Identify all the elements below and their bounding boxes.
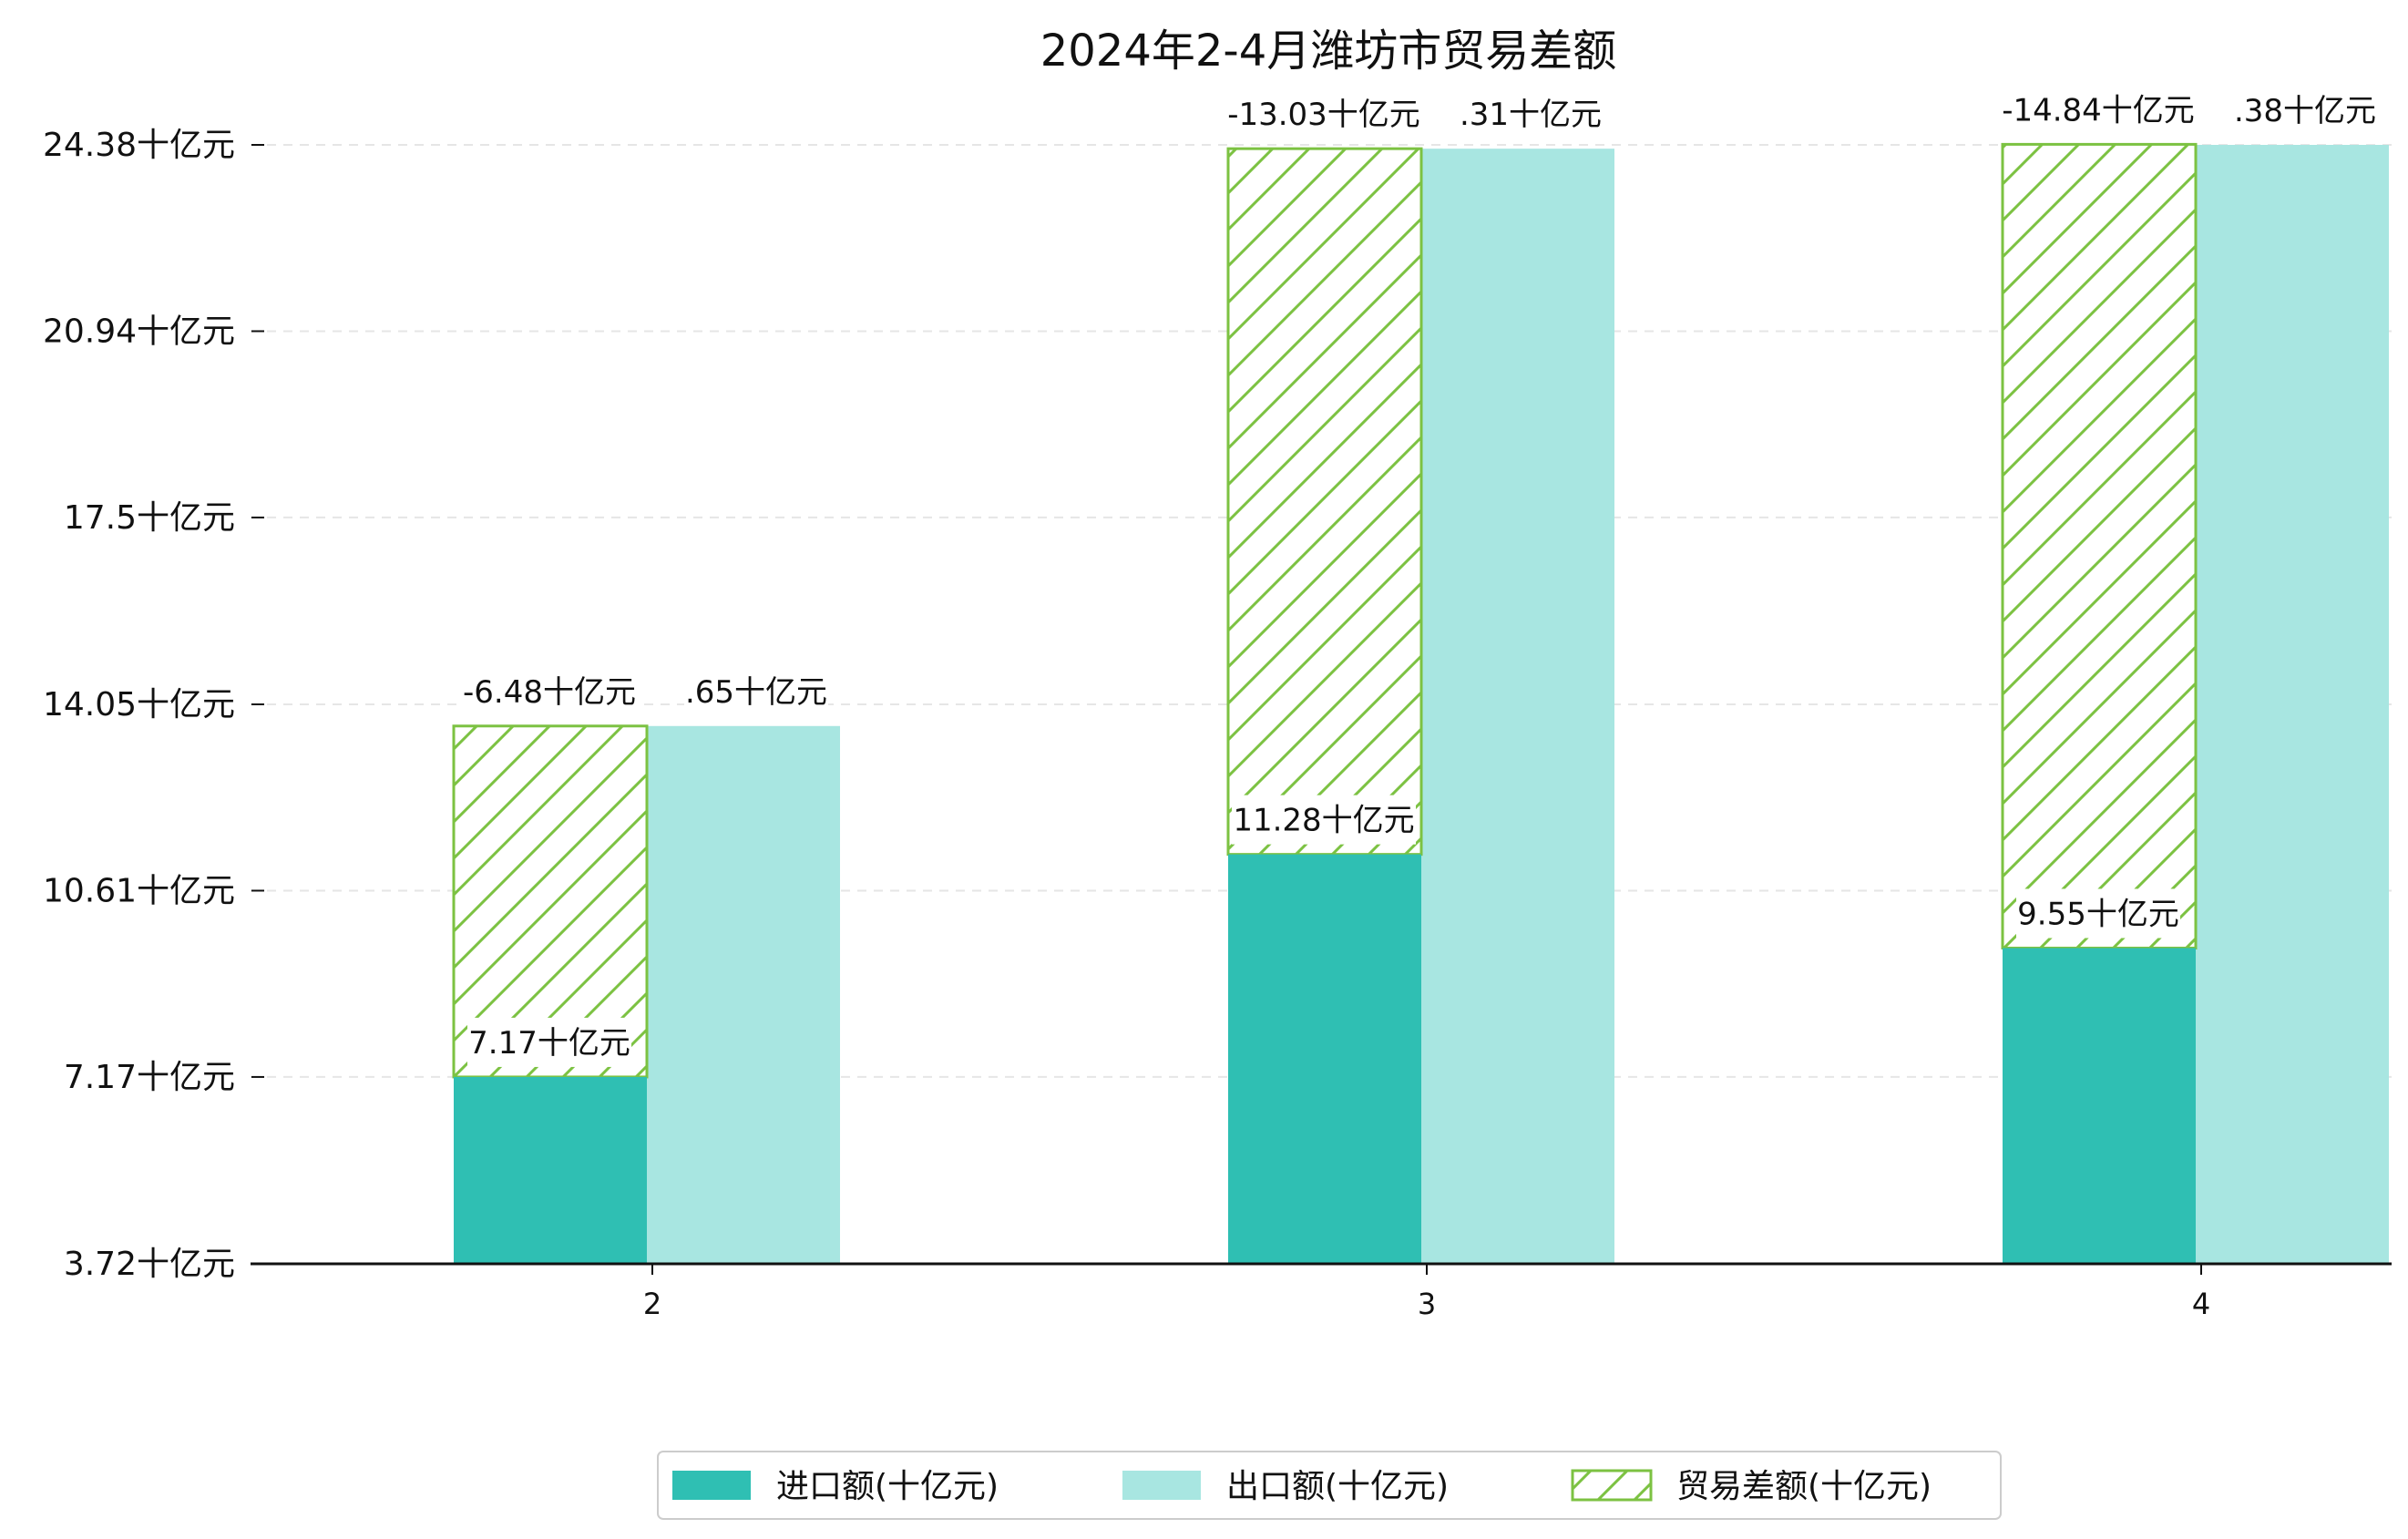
data-label-trade-balance-background — [457, 666, 641, 716]
data-label-import-background — [1232, 795, 1416, 845]
x-tick-label: 3 — [1418, 1287, 1436, 1321]
data-label-trade-balance-text: -14.84十亿元 — [2002, 92, 2195, 128]
data-label-import: 9.55十亿元 — [2016, 888, 2180, 939]
data-label-export-background — [1459, 89, 1603, 139]
data-label-import-background — [2016, 888, 2180, 939]
legend-frame — [657, 1451, 2002, 1520]
bar-export — [647, 725, 840, 1264]
y-axis: 3.72十亿元 7.17十亿元 10.61十亿元 14.05十亿元 17.5十亿元 20.… — [43, 127, 264, 1283]
bar-trade-balance — [2001, 142, 2198, 949]
x-tick-label: 2 — [643, 1287, 661, 1321]
data-label-import-text: 9.55十亿元 — [2017, 896, 2179, 932]
legend: 进口额(十亿元) 出口额(十亿元) 贸易差额(十亿元) — [657, 1451, 2002, 1520]
data-label-export-text: .31十亿元 — [1460, 97, 1602, 133]
data-label-trade-balance: -6.48十亿元 — [457, 666, 641, 716]
bar-export — [1421, 149, 1614, 1265]
legend-label-export: 出口额(十亿元) — [1226, 1468, 1449, 1505]
y-tick-label: 17.5十亿元 — [64, 499, 235, 537]
data-label-trade-balance: -13.03十亿元 — [1222, 89, 1426, 139]
y-tick-label: 14.05十亿元 — [43, 686, 235, 723]
legend-swatch-export — [1122, 1471, 1201, 1500]
y-tick-label: 7.17十亿元 — [64, 1059, 235, 1096]
y-tick-label: 20.94十亿元 — [43, 313, 235, 350]
bar-trade-balance — [1226, 147, 1423, 857]
data-label-export: .65十亿元 — [684, 666, 828, 716]
chart-title: 2024年2-4月潍坊市贸易差额 — [1040, 26, 1617, 77]
y-tick-label: 10.61十亿元 — [43, 872, 235, 909]
bar-import — [1228, 854, 1421, 1264]
y-tick-label: 24.38十亿元 — [43, 127, 235, 164]
data-label-export-text: .65十亿元 — [685, 674, 827, 711]
data-label-export-background — [2233, 86, 2377, 135]
legend-label-import: 进口额(十亿元) — [776, 1468, 999, 1505]
y-tick-label: 3.72十亿元 — [64, 1246, 235, 1283]
data-label-trade-balance: -14.84十亿元 — [1996, 85, 2200, 135]
data-label-import-background — [467, 1017, 631, 1067]
bar-import — [454, 1076, 647, 1264]
data-label-export: .31十亿元 — [1459, 89, 1603, 139]
legend-label-balance: 贸易差额(十亿元) — [1676, 1468, 1932, 1505]
bar-import — [2003, 948, 2196, 1264]
x-tick-label: 4 — [2192, 1287, 2210, 1321]
bar-export — [2196, 145, 2389, 1264]
data-labels-layer: .65十亿元 -6.48十亿元 7.17十亿元 .31十亿元 -13.03十亿元 11.2… — [457, 85, 2377, 1067]
legend-swatch-balance — [1571, 1469, 1653, 1502]
data-label-import-text: 11.28十亿元 — [1233, 803, 1414, 839]
data-label-export: .38十亿元 — [2233, 86, 2377, 135]
data-label-trade-balance-text: -13.03十亿元 — [1227, 97, 1420, 133]
data-label-import: 7.17十亿元 — [467, 1017, 631, 1067]
data-label-export-background — [684, 666, 828, 716]
data-label-trade-balance-text: -6.48十亿元 — [463, 674, 636, 711]
data-label-import-text: 7.17十亿元 — [468, 1025, 630, 1062]
legend-swatch-import — [672, 1471, 751, 1500]
data-label-import: 11.28十亿元 — [1232, 795, 1416, 845]
data-label-trade-balance-background — [1996, 85, 2200, 135]
data-label-export-text: .38十亿元 — [2234, 93, 2376, 129]
x-axis: 2 3 4 — [251, 1262, 2392, 1321]
data-label-trade-balance-background — [1222, 89, 1426, 139]
